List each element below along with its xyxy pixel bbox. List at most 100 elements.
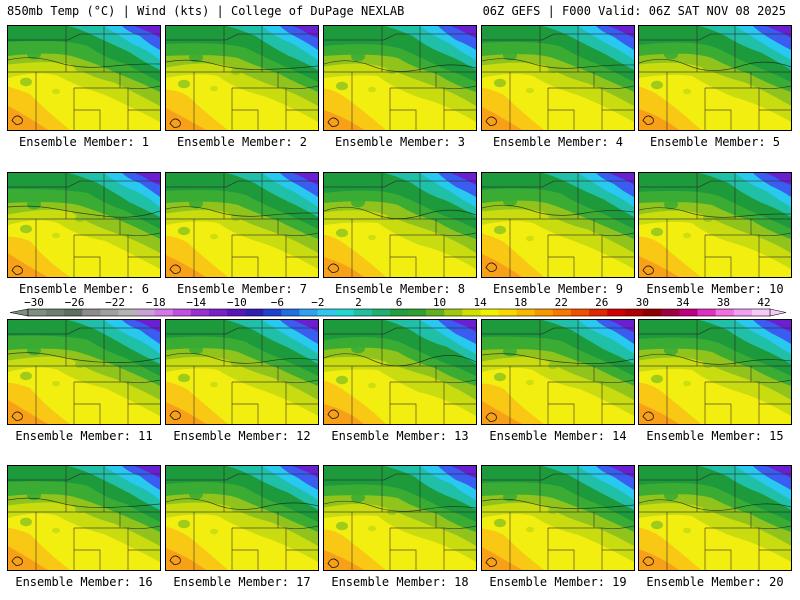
contour-line — [166, 206, 318, 217]
boundary-line — [74, 549, 101, 570]
temp-band-blue — [112, 466, 160, 490]
ensemble-map-panel — [323, 172, 477, 278]
colorbar-swatch — [154, 309, 174, 316]
terrain-patch — [664, 345, 678, 356]
contour-line — [324, 206, 476, 219]
terrain-patch — [75, 506, 85, 513]
contour-loop — [169, 264, 181, 274]
temperature-map — [482, 173, 634, 277]
terrain-patch — [494, 78, 506, 88]
colorbar-swatch — [498, 309, 517, 316]
colorbar-swatch — [263, 309, 282, 316]
contour-loop — [327, 409, 339, 419]
contour-loop — [11, 265, 23, 275]
boundary-line — [705, 403, 732, 424]
temperature-map — [482, 320, 634, 424]
ensemble-map-panel — [165, 319, 319, 425]
terrain-patch — [683, 88, 691, 95]
terrain-patch — [368, 382, 376, 389]
terrain-patch — [75, 65, 85, 72]
terrain-patch — [189, 198, 203, 209]
temp-band-purple — [761, 26, 791, 38]
terrain-patch — [27, 345, 41, 356]
colorbar-swatch — [118, 309, 137, 316]
terrain-patch — [503, 196, 517, 207]
terrain-patch — [189, 344, 203, 355]
colorbar-tick-label: −2 — [311, 296, 324, 309]
boundary-line — [8, 180, 160, 188]
colorbar-frame — [27, 308, 771, 317]
colorbar-swatch — [136, 309, 155, 316]
temp-band-purple — [446, 466, 476, 478]
contour-loop — [169, 118, 181, 128]
colorbar-tick-label: 42 — [757, 296, 770, 309]
boundary-line — [639, 180, 791, 188]
contour-line — [166, 352, 318, 364]
ensemble-map-panel — [7, 465, 161, 571]
colorbar-tick-label: 34 — [676, 296, 690, 309]
colorbar-swatch — [516, 309, 536, 316]
colorbar-swatch — [607, 309, 626, 316]
colorbar-swatch — [227, 309, 246, 316]
terrain-patch — [336, 81, 348, 91]
temp-band-purple — [761, 320, 791, 332]
temperature-map — [324, 173, 476, 277]
contour-line — [639, 499, 791, 511]
terrain-patch — [503, 50, 517, 61]
contour-loop — [327, 263, 339, 273]
member-caption: Ensemble Member: 4 — [492, 135, 624, 149]
boundary-line — [705, 549, 732, 570]
terrain-patch — [210, 233, 218, 240]
temperature-map — [639, 320, 791, 424]
terrain-patch — [651, 80, 663, 90]
terrain-patch — [178, 226, 190, 236]
boundary-line — [166, 327, 318, 335]
contour-line — [639, 58, 791, 71]
colorbar-swatch — [371, 309, 391, 316]
terrain-patch — [651, 374, 663, 384]
member-caption: Ensemble Member: 16 — [15, 575, 153, 589]
temp-band-purple — [604, 173, 634, 185]
terrain-patch — [526, 235, 534, 242]
colorbar-tick-label: 38 — [717, 296, 730, 309]
member-caption: Ensemble Member: 15 — [646, 429, 784, 443]
terrain-patch — [683, 380, 691, 387]
temp-band-blue — [428, 173, 476, 197]
temperature-colorbar: −30 −26 −22 −18 −14 −10 −6 −2 2 6 10 14 18 22 26 30 34 38… — [0, 296, 800, 320]
colorbar-swatch — [444, 309, 463, 316]
temp-band-purple — [446, 173, 476, 185]
temp-band-purple — [761, 173, 791, 185]
terrain-patch — [728, 59, 736, 65]
contour-line — [8, 205, 160, 218]
terrain-patch — [664, 199, 678, 210]
temp-band-blue — [586, 26, 634, 50]
boundary-line — [390, 403, 417, 424]
colorbar-swatch — [426, 309, 445, 316]
terrain-patch — [20, 371, 32, 381]
terrain-patch — [730, 499, 738, 505]
terrain-patch — [503, 346, 517, 357]
contour-line — [324, 500, 476, 512]
boundary-line — [232, 256, 259, 277]
temp-band-purple — [761, 466, 791, 478]
terrain-patch — [336, 521, 348, 531]
terrain-patch — [336, 375, 348, 385]
terrain-patch — [417, 59, 425, 65]
colorbar-swatch — [208, 309, 228, 316]
terrain-patch — [368, 86, 376, 93]
colorbar-tick-label: 26 — [595, 296, 608, 309]
terrain-patch — [573, 59, 581, 65]
boundary-line — [548, 256, 575, 277]
temp-band-purple — [288, 26, 318, 38]
colorbar-tick-label: −10 — [227, 296, 247, 309]
contour-line — [482, 58, 634, 69]
boundary-line — [324, 180, 476, 188]
boundary-line — [639, 327, 791, 335]
contour-loop — [485, 557, 497, 567]
temp-band-purple — [604, 466, 634, 478]
contour-line — [639, 353, 791, 365]
temp-band-blue — [743, 466, 791, 490]
colorbar-swatch — [299, 309, 318, 316]
colorbar-swatch — [697, 309, 717, 316]
boundary-line — [390, 109, 417, 130]
